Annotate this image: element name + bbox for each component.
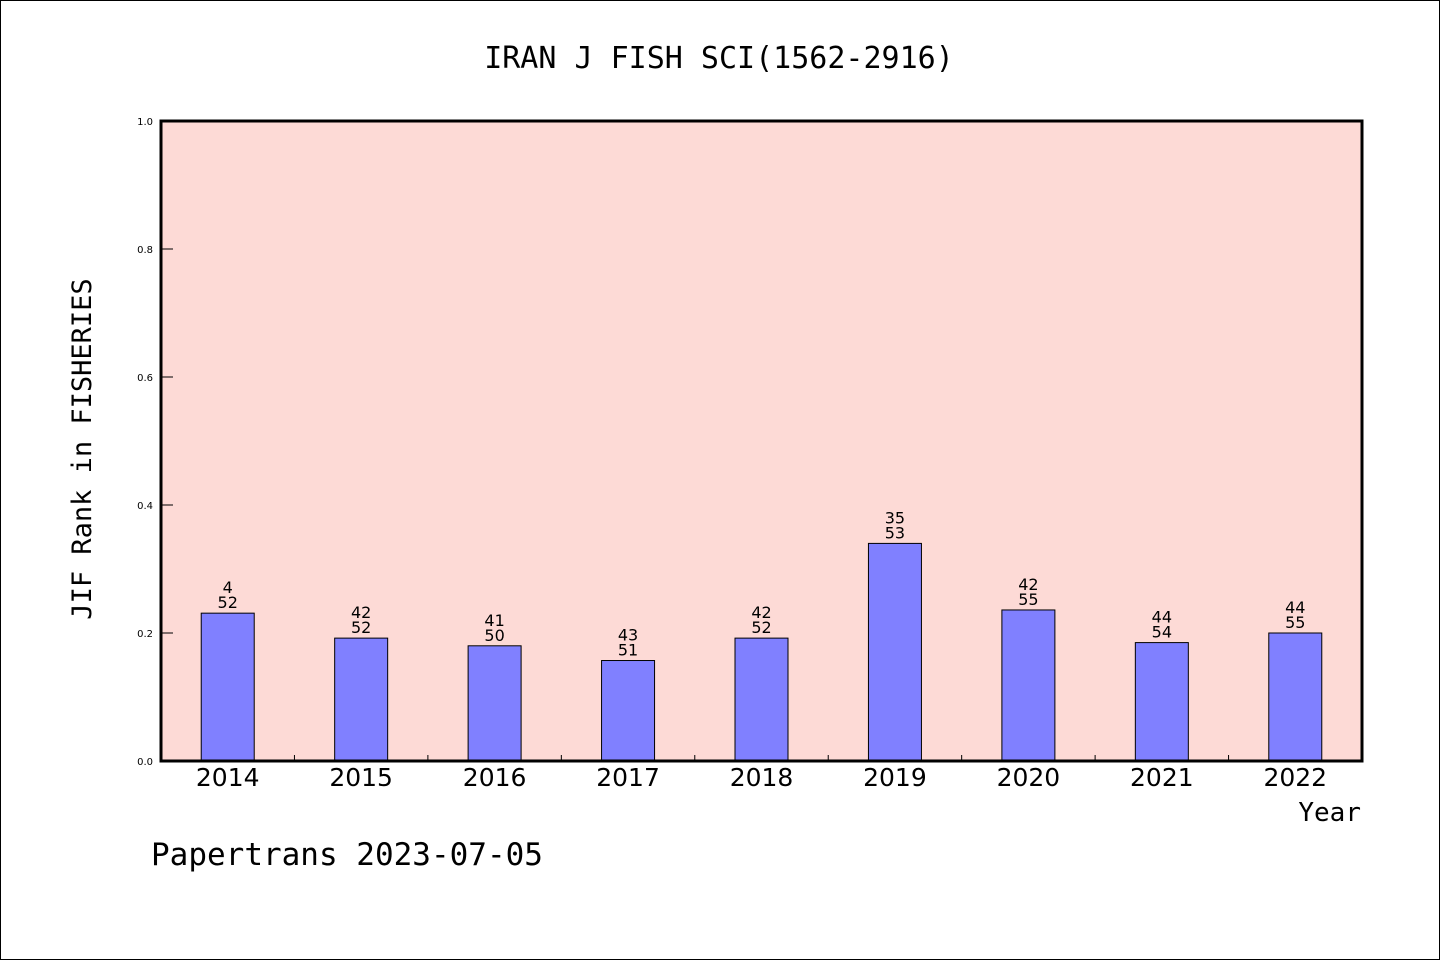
bar-rank-label: 42 [751, 603, 771, 622]
x-tick-label: 2018 [730, 763, 794, 792]
bar-2017 [601, 660, 656, 762]
bar-total-label: 55 [1018, 590, 1038, 609]
bar-2019 [867, 542, 922, 762]
bar-rank-label: 42 [351, 603, 371, 622]
x-axis: 2014 2015 2016 2017 2018 2019 2020 2021 2022 [196, 755, 1327, 792]
x-tick-label: 2020 [997, 763, 1061, 792]
bar-total-label: 52 [351, 618, 371, 637]
y-tick-label: 0.2 [137, 629, 153, 640]
bar-total-label: 55 [1285, 613, 1305, 632]
y-axis-label: JIF Rank in FISHERIES [67, 278, 98, 619]
x-tick-label: 2015 [329, 763, 393, 792]
x-tick-label: 2014 [196, 763, 260, 792]
bars [200, 542, 1323, 762]
bar-rank-label: 42 [1018, 575, 1038, 594]
bar-total-label: 52 [751, 618, 771, 637]
bar-rank-label: 43 [618, 626, 638, 645]
bar-total-label: 52 [218, 593, 238, 612]
bar-2021 [1134, 642, 1189, 762]
y-tick-label: 1.0 [137, 117, 153, 128]
x-tick-label: 2016 [463, 763, 527, 792]
y-tick-label: 0.6 [137, 373, 153, 384]
bar-rank-label: 35 [885, 508, 905, 527]
bar-2015 [334, 637, 389, 762]
bar-2020 [1001, 609, 1056, 762]
bar-total-label: 51 [618, 641, 638, 660]
y-tick-label: 0.0 [137, 757, 153, 768]
bar-2018 [734, 637, 789, 762]
bar-2014 [200, 612, 255, 762]
bar-total-label: 53 [885, 523, 905, 542]
bar-rank-label: 4 [223, 578, 233, 597]
source-footer: Papertrans 2023-07-05 [151, 837, 543, 873]
bar-2016 [467, 645, 522, 762]
x-tick-label: 2019 [863, 763, 927, 792]
chart-title: IRAN J FISH SCI(1562-2916) [484, 41, 954, 76]
x-axis-label: Year [1298, 798, 1361, 828]
y-tick-label: 0.8 [137, 245, 153, 256]
x-tick-label: 2021 [1130, 763, 1194, 792]
bar-total-label: 50 [484, 626, 504, 645]
bar-rank-label: 41 [484, 611, 504, 630]
x-tick-label: 2022 [1263, 763, 1327, 792]
bar-2022 [1268, 632, 1323, 762]
bar-total-label: 54 [1152, 623, 1172, 642]
plot-border [159, 119, 1364, 763]
bar-rank-label: 44 [1152, 608, 1172, 627]
y-tick-label: 0.4 [137, 501, 153, 512]
x-tick-label: 2017 [596, 763, 660, 792]
bar-rank-label: 44 [1285, 598, 1305, 617]
